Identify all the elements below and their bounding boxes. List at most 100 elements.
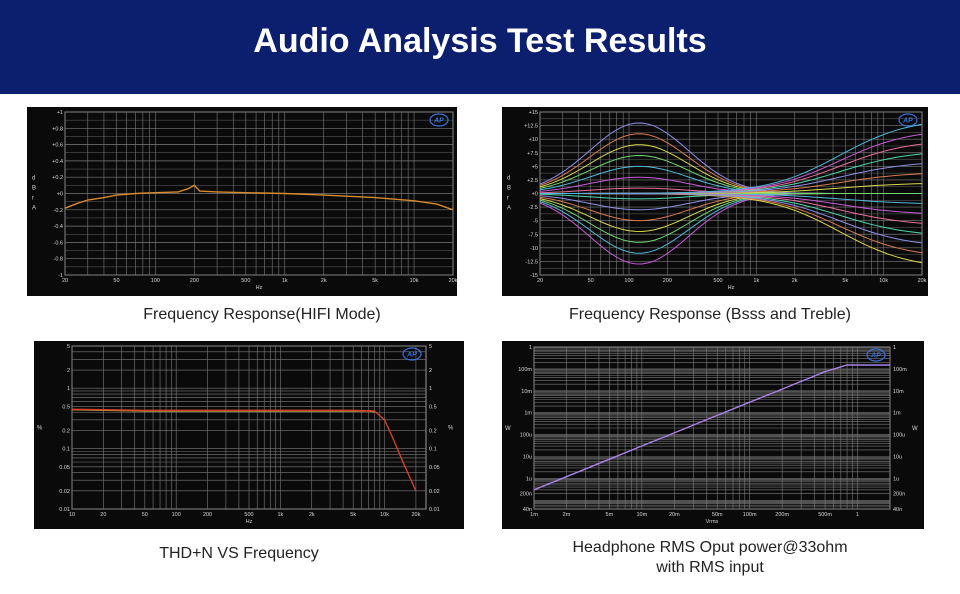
x-tick-label: 20 bbox=[62, 278, 68, 284]
x-axis-label: Hz bbox=[246, 519, 253, 525]
x-tick-label: 100 bbox=[172, 512, 181, 518]
y-tick-label: +0.4 bbox=[52, 159, 63, 165]
y-tick-label: -0.2 bbox=[54, 208, 63, 214]
x-tick-label: 2k bbox=[321, 278, 327, 284]
y-tick-label-right: 1 bbox=[429, 386, 432, 392]
y-tick-label: 1 bbox=[529, 345, 532, 351]
y-tick-label: +12.5 bbox=[524, 124, 538, 130]
y-tick-label-right: 200n bbox=[893, 492, 905, 498]
ap-logo-icon bbox=[429, 113, 449, 127]
y-tick-label-right: 0.5 bbox=[429, 404, 437, 410]
y-tick-label: +7.5 bbox=[527, 151, 538, 157]
x-tick-label: 50 bbox=[113, 278, 119, 284]
y-tick-label: 10m bbox=[521, 389, 532, 395]
x-tick-label: 20k bbox=[449, 278, 457, 284]
y-tick-label: +10 bbox=[529, 137, 538, 143]
treble-curve bbox=[540, 193, 923, 234]
page-title: Audio Analysis Test Results bbox=[253, 22, 707, 60]
x-tick-label: 10 bbox=[69, 512, 75, 518]
y-tick-label-right: 1 bbox=[893, 345, 896, 351]
x-tick-label: 50 bbox=[588, 278, 594, 284]
y-tick-label: 100m bbox=[518, 367, 532, 373]
y-tick-label: 0.05 bbox=[59, 465, 70, 471]
chart-svg-hifi: +1+0.8+0.6+0.4+0.2+0-0.2-0.4-0.6-0.8-120… bbox=[32, 110, 457, 291]
x-tick-label: 10m bbox=[636, 512, 647, 518]
y-tick-label-right: 1u bbox=[893, 476, 899, 482]
y-tick-label-right: 40n bbox=[893, 507, 902, 513]
y-tick-label-right: 5 bbox=[429, 344, 432, 350]
y-axis-label: B bbox=[507, 186, 511, 192]
chart-frequency-response-hifi: +1 +0.8 +0.6 +0.4 +0.2 +0 -0.2 -0.4 -0.6 -0.8 -1 20… bbox=[27, 107, 457, 296]
caption-headphone-power-line1: Headphone RMS Oput power@33ohm bbox=[572, 539, 848, 556]
y-tick-label: 1u bbox=[526, 476, 532, 482]
x-tick-label: 500 bbox=[244, 512, 253, 518]
x-tick-label: 5k bbox=[842, 278, 848, 284]
y-tick-label: 0.01 bbox=[59, 507, 70, 513]
title-banner: Audio Analysis Test Results bbox=[0, 0, 960, 94]
x-tick-label: 1 bbox=[856, 512, 859, 518]
x-tick-label: 10k bbox=[410, 278, 419, 284]
y-tick-label-right: 1m bbox=[893, 411, 901, 417]
series-line bbox=[533, 364, 890, 491]
chart-headphone-power: 1 1 100m 100m 10m 10m 1m 1m 100u 100u 10u 10u 1u 1u 20… bbox=[502, 341, 924, 529]
ap-logo-icon bbox=[402, 347, 422, 361]
y-axis-label-right: W bbox=[912, 426, 918, 432]
y-tick-label: 40n bbox=[523, 507, 532, 513]
x-tick-label: 10k bbox=[380, 512, 389, 518]
y-tick-label-right: 0.05 bbox=[429, 465, 440, 471]
x-tick-label: 1m bbox=[530, 512, 538, 518]
ap-logo-icon bbox=[898, 113, 918, 127]
y-tick-label-right: 100m bbox=[893, 367, 907, 373]
x-tick-label: 20k bbox=[918, 278, 927, 284]
y-tick-label: +0.6 bbox=[52, 143, 63, 149]
x-tick-label: 200m bbox=[775, 512, 789, 518]
y-tick-label: +2.5 bbox=[527, 178, 538, 184]
y-axis-label: r bbox=[507, 196, 509, 202]
caption-frequency-response-bass-treble: Frequency Response (Bsss and Treble) bbox=[569, 306, 851, 323]
ap-logo-text: AP bbox=[902, 118, 913, 125]
y-tick-label: -0.6 bbox=[54, 240, 63, 246]
y-tick-label: +0.8 bbox=[52, 126, 63, 132]
y-tick-label: -10 bbox=[530, 246, 538, 252]
x-tick-label: 200 bbox=[203, 512, 212, 518]
y-tick-label-right: 0.1 bbox=[429, 447, 437, 453]
y-axis-label: B bbox=[32, 186, 36, 192]
y-tick-label-right: 0.02 bbox=[429, 489, 440, 495]
x-tick-label: 2k bbox=[792, 278, 798, 284]
y-tick-label-right: 10m bbox=[893, 389, 904, 395]
y-tick-label: -5 bbox=[533, 219, 538, 225]
y-tick-label: 0.02 bbox=[59, 489, 70, 495]
y-tick-label: -12.5 bbox=[525, 259, 538, 265]
x-tick-label: 200 bbox=[190, 278, 199, 284]
y-tick-label: 0.5 bbox=[62, 404, 70, 410]
x-tick-label: 100 bbox=[624, 278, 633, 284]
chart-svg-thd: 5 5 2 2 1 1 0.5 0.5 0.2 0.2 0.1 0.1 0.05 0.05 0.02 0.02… bbox=[37, 344, 454, 525]
x-axis-label: Hz bbox=[728, 285, 735, 291]
chart-svg-bass-treble: +15 +12.5 +10 +7.5 +5 +2.5 +0 -2.5 -5 -7.5 -10 -12.… bbox=[507, 110, 927, 291]
y-tick-label: -0.4 bbox=[54, 224, 63, 230]
y-tick-label: 5 bbox=[67, 344, 70, 350]
ap-logo-text: AP bbox=[433, 118, 444, 125]
y-tick-label: -2.5 bbox=[529, 205, 538, 211]
x-tick-label: 500 bbox=[713, 278, 722, 284]
chart-svg-power: 1 1 100m 100m 10m 10m 1m 1m 100u 100u 10u 10u 1u 1u 20… bbox=[505, 345, 918, 525]
y-tick-label: -7.5 bbox=[529, 232, 538, 238]
y-tick-label-right: 0.01 bbox=[429, 507, 440, 513]
caption-headphone-power-line2: with RMS input bbox=[656, 559, 764, 576]
x-tick-label: 20m bbox=[669, 512, 680, 518]
caption-frequency-response-hifi: Frequency Response(HIFI Mode) bbox=[143, 306, 381, 323]
ap-logo-text: AP bbox=[406, 352, 417, 359]
y-tick-label: -15 bbox=[530, 273, 538, 279]
x-tick-label: 10k bbox=[879, 278, 888, 284]
series-line bbox=[64, 184, 454, 211]
y-axis-label: d bbox=[507, 176, 510, 182]
x-tick-label: 200 bbox=[663, 278, 672, 284]
y-tick-label: +1 bbox=[57, 110, 63, 116]
chart-thd-vs-frequency: 5 5 2 2 1 1 0.5 0.5 0.2 0.2 0.1 0.1 0.05 0.05 0.02 0.02… bbox=[34, 341, 464, 529]
x-tick-label: 1k bbox=[753, 278, 759, 284]
ap-logo-icon bbox=[866, 348, 886, 362]
chart-frequency-response-bass-treble: +15 +12.5 +10 +7.5 +5 +2.5 +0 -2.5 -5 -7.5 -10 -12.… bbox=[502, 107, 928, 296]
y-tick-label-right: 10u bbox=[893, 454, 902, 460]
y-tick-label: -0.8 bbox=[54, 257, 63, 263]
y-tick-label: 0.2 bbox=[62, 428, 70, 434]
